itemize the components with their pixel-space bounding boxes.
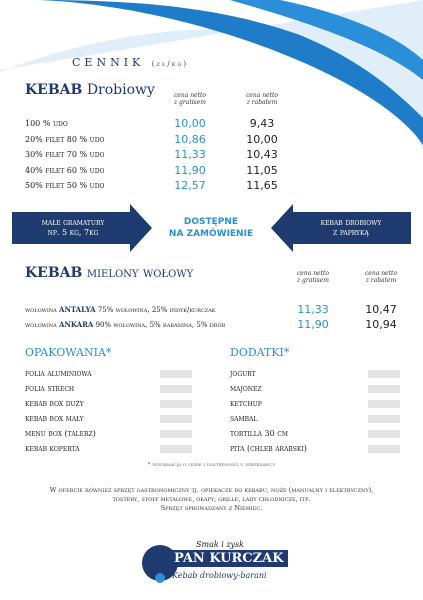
price-box (160, 430, 192, 438)
logo-tagline: Kebab drobiowy-barani (172, 571, 267, 580)
list-item: ketchup (230, 399, 262, 408)
logo-slogan: Smak i zysk (196, 540, 245, 549)
section-title: Drobiowy (86, 82, 155, 98)
price-box (368, 370, 400, 378)
list-item: folia aluminiowa (25, 369, 92, 378)
price: 11,33 (297, 303, 329, 316)
price-box (368, 430, 400, 438)
column-header: cena netto (173, 92, 207, 99)
list-item: tortilla 30 cm (230, 429, 289, 438)
row-label: wołowina ANTALYA 75% wołowina, 25% indyk… (25, 305, 216, 314)
price-box (160, 370, 192, 378)
price: 10,43 (246, 148, 278, 161)
footnote: * informacja o cenie i dostępności u spr… (147, 462, 276, 468)
banner-text: małe gramatury (41, 218, 105, 227)
row-label: 50% filet 50 % udo (25, 181, 105, 190)
row-text: 90% wołowina, 5% baranina, 5% drób (95, 321, 226, 329)
price: 12,57 (174, 179, 206, 192)
price: 11,33 (174, 148, 206, 161)
banner-text: DOSTĘPNE (183, 217, 239, 227)
banner-text: np. 5 kg, 7kg (47, 228, 99, 237)
row-label: wołowina ANKARA 90% wołowina, 5% baranin… (25, 320, 225, 329)
row-text: wołowina (25, 306, 57, 314)
list-item: jogurt (230, 369, 256, 378)
price: 10,00 (246, 132, 278, 146)
list-item: sambal (230, 414, 258, 423)
logo-name: PAN KURCZAK (170, 550, 288, 567)
column-header: z gratisem (173, 99, 206, 106)
row-text: ANKARA (59, 320, 94, 329)
offer-text: Sprzęt sprowadzany z Niemiec. (160, 504, 263, 512)
column-header: z rabatem (246, 99, 278, 106)
price-box (368, 400, 400, 408)
row-text: ANTALYA (59, 305, 96, 314)
unit: (zł/kg) (151, 60, 189, 68)
price-box (160, 445, 192, 453)
section-title: mielony wołowy (86, 265, 194, 281)
price: 10,86 (174, 132, 206, 146)
price: 10,47 (365, 303, 397, 316)
price: 11,65 (246, 179, 278, 192)
brand: KEBAB (25, 265, 83, 281)
banner-text: z papryką (333, 228, 369, 237)
price: 9,43 (249, 117, 275, 130)
column-header: cena netto (364, 270, 398, 277)
banner-text: NA ZAMÓWIENIE (168, 229, 254, 239)
list-title: OPAKOWANIA* (25, 346, 112, 359)
price-box (368, 415, 400, 423)
list-item: kebab box duży (25, 399, 84, 408)
list-item: kebab koperta (25, 444, 80, 453)
price: 10,00 (174, 117, 206, 130)
list-title: DODATKI* (230, 346, 290, 359)
list-item: kebab box mały (25, 414, 84, 423)
column-header: z rabatem (365, 277, 397, 284)
row-label: 40% filet 60 % udo (25, 165, 105, 175)
offer-text: W ofercie również sprzęt gastronomiczny … (49, 486, 374, 494)
offer-text: tostery, stoły metalowe, okapy, grille, … (112, 495, 311, 503)
column-header: cena netto (245, 92, 279, 99)
title: CENNIK (72, 56, 145, 69)
row-label: 100 % udo (25, 119, 68, 128)
row-text: wołowina (25, 321, 57, 329)
column-header: z gratisem (296, 277, 329, 284)
price: 10,94 (365, 318, 397, 331)
brand: KEBAB (25, 82, 83, 98)
price-box (160, 385, 192, 393)
price: 11,90 (297, 318, 329, 331)
row-text: 75% wołowina, 25% indyk/kurczak (97, 306, 216, 314)
price-box (368, 385, 400, 393)
banner-text: kebab drobiowy (320, 218, 382, 227)
list-item: pita (chleb arabski) (230, 444, 307, 453)
price-box (368, 445, 400, 453)
list-item: menu box (talerz) (25, 429, 96, 438)
row-label: 20% filet 80 % udo (25, 134, 105, 144)
price-box (160, 415, 192, 423)
price: 11,90 (174, 163, 206, 177)
list-item: folia strech (25, 384, 75, 393)
row-label: 30% filet 70 % udo (25, 150, 105, 159)
price: 11,05 (246, 163, 278, 177)
price-box (160, 400, 192, 408)
list-item: majonez (230, 384, 262, 393)
column-header: cena netto (296, 270, 330, 277)
